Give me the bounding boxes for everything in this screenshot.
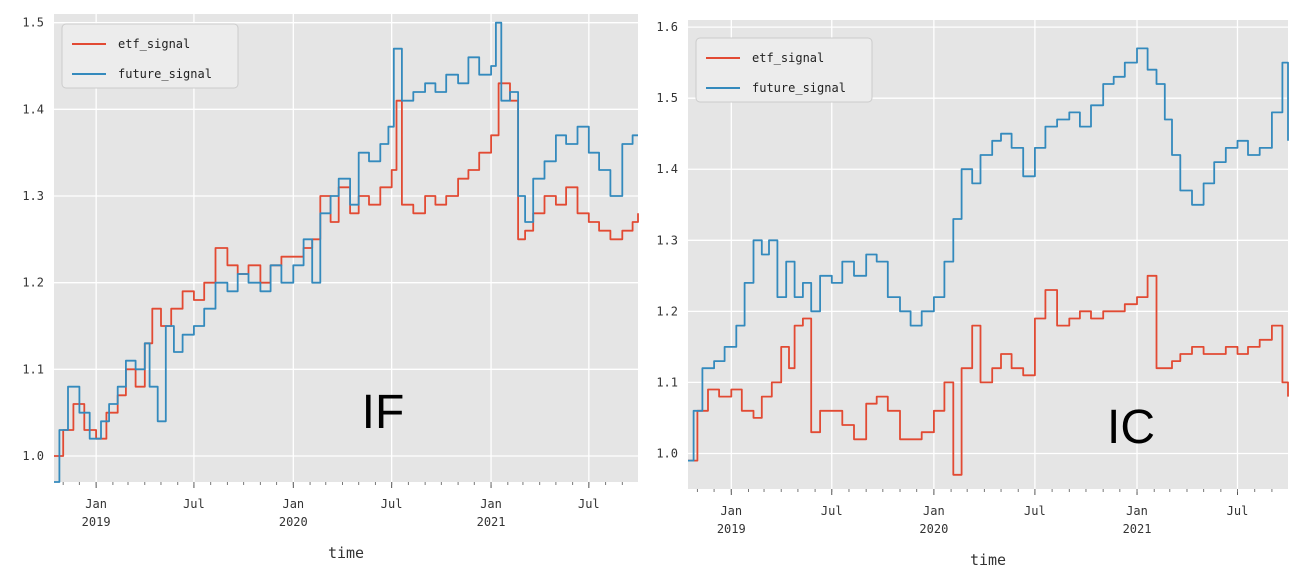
x-tick-label: Jul xyxy=(381,497,403,511)
legend-entry: etf_signal xyxy=(752,51,824,65)
x-tick-label: Jan xyxy=(480,497,502,511)
x-tick-label: Jul xyxy=(821,504,843,518)
legend-entry: future_signal xyxy=(118,67,212,81)
x-axis-label: time xyxy=(970,551,1006,569)
x-tick-label: Jan xyxy=(923,504,945,518)
x-tick-label: Jul xyxy=(578,497,600,511)
x-tick-year: 2019 xyxy=(717,522,746,536)
legend: etf_signal future_signal xyxy=(695,37,873,103)
y-tick-label: 1.2 xyxy=(656,304,678,318)
legend: etf_signal future_signal xyxy=(61,23,239,89)
legend-entry: etf_signal xyxy=(118,37,190,51)
x-tick-label: Jan xyxy=(720,504,742,518)
x-tick-year: 2020 xyxy=(919,522,948,536)
x-tick-label: Jan xyxy=(85,497,107,511)
panel-label: IF xyxy=(362,386,405,439)
panel-label: IC xyxy=(1107,401,1155,454)
x-axis-label: time xyxy=(328,544,364,562)
series-line-etf-signal xyxy=(688,274,1289,476)
x-tick-label: Jul xyxy=(183,497,205,511)
x-tick-year: 2020 xyxy=(279,515,308,529)
y-tick-label: 1.4 xyxy=(22,102,44,116)
x-tick-label: Jul xyxy=(1024,504,1046,518)
x-tick-year: 2021 xyxy=(1123,522,1152,536)
y-tick-label: 1.1 xyxy=(656,375,678,389)
series-line-future-signal xyxy=(54,21,638,483)
y-tick-label: 1.2 xyxy=(22,276,44,290)
chart-panel-ic: 1.0 1.1 1.2 1.3 1.4 1.5 1.6 Jan 2019 Jul Jan 2020 Ju… xyxy=(656,20,1289,569)
y-tick-label: 1.5 xyxy=(22,16,44,30)
legend-entry: future_signal xyxy=(752,81,846,95)
x-tick-label: Jan xyxy=(282,497,304,511)
series-line-etf-signal xyxy=(54,82,639,457)
chart-panel-if: 1.0 1.1 1.2 1.3 1.4 1.5 Jan 2019 Jul Jan 2020 Jul Ja… xyxy=(22,14,639,562)
series-line-future-signal xyxy=(688,47,1289,462)
x-tick-label: Jul xyxy=(1227,504,1249,518)
x-tick-year: 2021 xyxy=(477,515,506,529)
y-tick-label: 1.4 xyxy=(656,162,678,176)
y-tick-label: 1.1 xyxy=(22,362,44,376)
y-tick-label: 1.0 xyxy=(22,449,44,463)
y-tick-label: 1.5 xyxy=(656,91,678,105)
x-tick-label: Jan xyxy=(1126,504,1148,518)
y-tick-label: 1.3 xyxy=(656,233,678,247)
y-tick-label: 1.3 xyxy=(22,189,44,203)
y-tick-label: 1.0 xyxy=(656,446,678,460)
y-tick-label: 1.6 xyxy=(656,20,678,34)
x-tick-year: 2019 xyxy=(82,515,111,529)
plot-area xyxy=(54,14,638,482)
legend-box xyxy=(695,37,873,103)
legend-box xyxy=(61,23,239,89)
